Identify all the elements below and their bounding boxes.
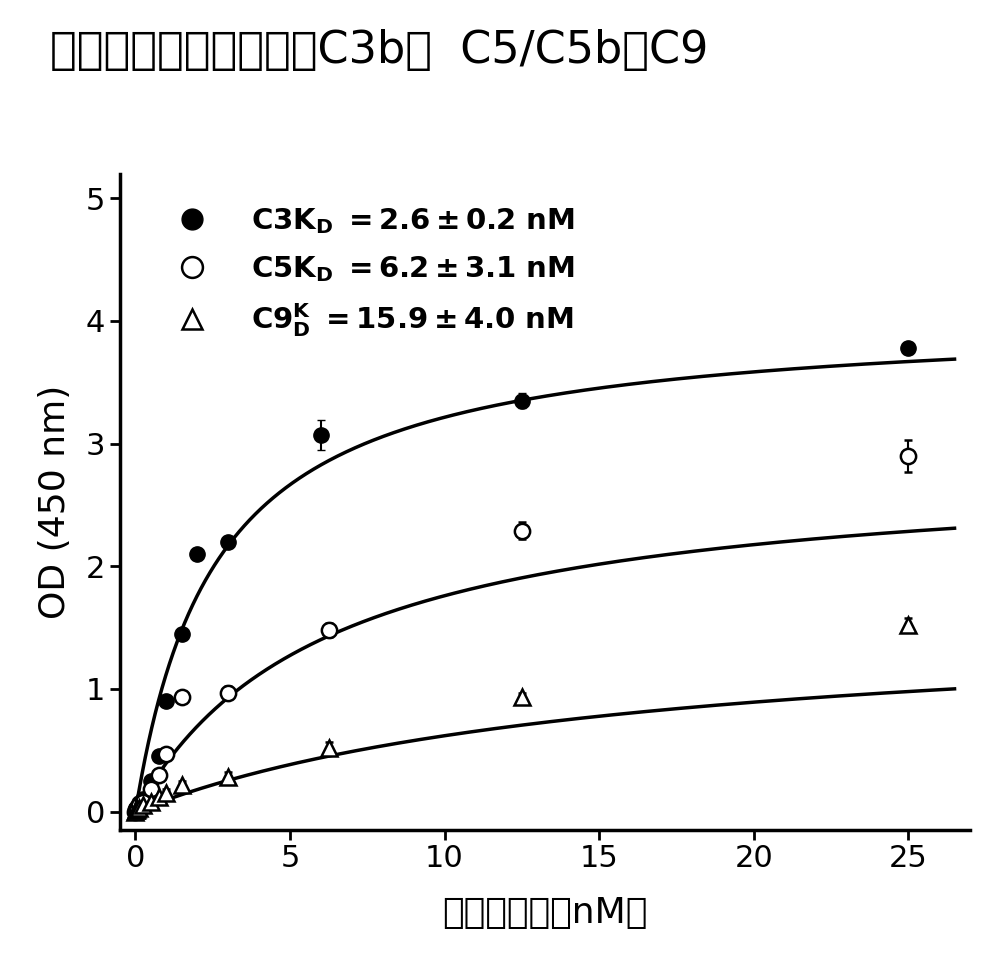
Legend: $\mathbf{C3K_D}$ $\mathbf{= 2.6 \pm 0.2\ nM}$, $\mathbf{C5K_D}$ $\mathbf{= 6.2 \: $\mathbf{C3K_D}$ $\mathbf{= 2.6 \pm 0.2\… (152, 195, 586, 350)
Text: 备解素浓度（nM）: 备解素浓度（nM） (442, 896, 648, 929)
Y-axis label: OD (450 nm): OD (450 nm) (38, 385, 72, 619)
Text: 备解素高亲和性地结合C3b，  C5/C5b和C9: 备解素高亲和性地结合C3b， C5/C5b和C9 (50, 29, 708, 72)
